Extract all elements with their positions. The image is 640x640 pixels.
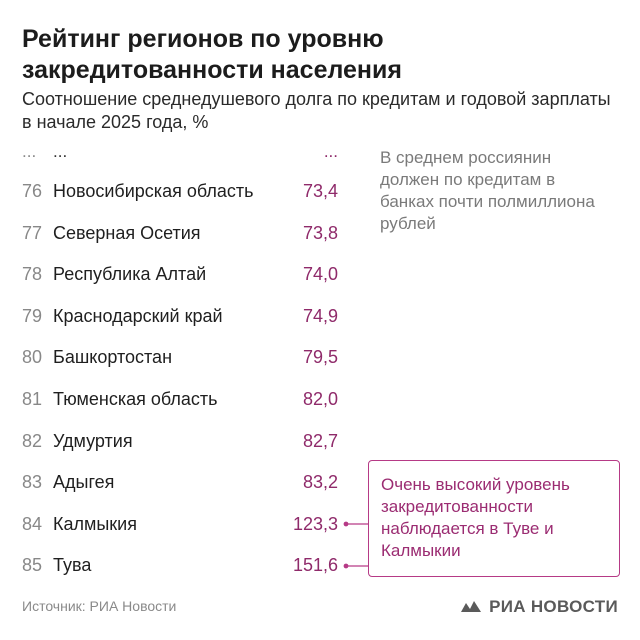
row-rank: 76 <box>22 181 43 201</box>
row-region: Башкортостан <box>53 347 173 368</box>
table-row: 76 Новосибирская область 73,4 <box>0 170 360 212</box>
source-label: Источник: РИА Новости <box>22 598 177 614</box>
row-rank: 79 <box>22 305 43 326</box>
row-region: Краснодарский край <box>53 305 223 326</box>
row-value: 74,0 <box>302 264 338 285</box>
row-value: 73,4 <box>302 181 338 201</box>
row-region: Тюменская область <box>53 388 218 409</box>
row-value: 73,8 <box>302 222 338 243</box>
ranking-table: 76 Новосибирская область 73,4 77 Северна… <box>0 170 360 586</box>
row-value: 151,6 <box>292 555 338 576</box>
row-region: Адыгея <box>53 472 115 493</box>
row-region: Калмыкия <box>53 513 137 534</box>
row-region: Северная Осетия <box>53 222 201 243</box>
ellipsis-row: ... ... ... <box>0 142 360 166</box>
row-value: 74,9 <box>302 305 338 326</box>
chart-title: Рейтинг регионов по уровню закредитованн… <box>22 25 402 84</box>
table-row: 81 Тюменская область 82,0 <box>0 378 360 420</box>
table-row: 83 Адыгея 83,2 <box>0 461 360 503</box>
table-row: 78 Республика Алтай 74,0 <box>0 253 360 295</box>
row-rank: 83 <box>22 472 43 493</box>
table-row: 82 Удмуртия 82,7 <box>0 420 360 462</box>
chart-subtitle: Соотношение среднедушевого долга по кред… <box>22 89 611 132</box>
row-region: Тува <box>53 555 92 576</box>
ellipsis-value: ... <box>323 142 338 161</box>
row-value: 83,2 <box>302 472 338 493</box>
row-value: 82,0 <box>302 388 338 409</box>
logo-text: РИА НОВОСТИ <box>489 597 618 616</box>
highlight-callout: Очень высокий уровень закредитованности … <box>368 460 620 577</box>
average-debt-note: В среднем россиянин должен по кредитам в… <box>380 148 595 233</box>
table-row: 84 Калмыкия 123,3 <box>0 503 360 545</box>
ria-logo-icon <box>461 601 482 612</box>
row-rank: 82 <box>22 430 43 451</box>
table-row: 85 Тува 151,6 <box>0 544 360 586</box>
table-row: 80 Башкортостан 79,5 <box>0 336 360 378</box>
row-region: Новосибирская область <box>53 181 254 201</box>
row-rank: 80 <box>22 347 43 368</box>
row-value: 79,5 <box>302 347 338 368</box>
row-region: Удмуртия <box>53 430 133 451</box>
table-row: 77 Северная Осетия 73,8 <box>0 212 360 254</box>
ellipsis-name: ... <box>53 142 68 161</box>
table-row: 79 Краснодарский край 74,9 <box>0 295 360 337</box>
ellipsis-rank: ... <box>22 142 37 161</box>
row-value: 123,3 <box>292 513 338 534</box>
row-rank: 77 <box>22 222 43 243</box>
row-rank: 84 <box>22 513 43 534</box>
row-region: Республика Алтай <box>53 264 207 285</box>
row-value: 82,7 <box>302 430 338 451</box>
row-rank: 78 <box>22 264 43 285</box>
row-rank: 85 <box>22 555 43 576</box>
row-rank: 81 <box>22 388 43 409</box>
ria-logo[interactable]: РИА НОВОСТИ <box>459 596 618 618</box>
